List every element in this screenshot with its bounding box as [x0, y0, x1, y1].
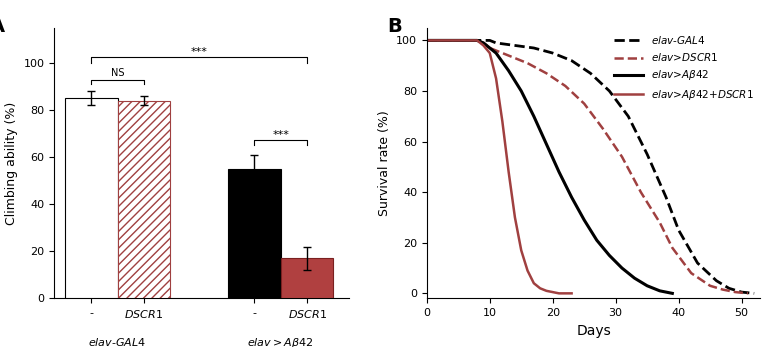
$\it{elav}$>$\it{A\beta42}$+$\it{DSCR1}$ [511, 215, 520, 220]
$\it{elav}$>$\it{A\beta42}$ [473, 38, 482, 42]
$\it{elav}$-$\it{GAL4}$ [605, 89, 614, 93]
$\it{elav}$-$\it{GAL4}$ [712, 279, 721, 283]
$\it{elav}$>$\it{A\beta42}$ [485, 46, 494, 50]
$\it{elav}$>$\it{DSCR1}$ [655, 220, 664, 225]
$\it{elav}$-$\it{GAL4}$ [586, 71, 595, 75]
Text: A: A [0, 17, 5, 36]
Y-axis label: Survival rate (%): Survival rate (%) [377, 110, 390, 216]
Text: B: B [386, 17, 401, 36]
$\it{elav}$>$\it{A\beta42}$ [618, 266, 627, 270]
$\it{elav}$>$\it{A\beta42}$+$\it{DSCR1}$ [535, 286, 545, 290]
Y-axis label: Climbing ability (%): Climbing ability (%) [5, 101, 18, 225]
$\it{elav}$>$\it{A\beta42}$ [491, 51, 501, 55]
$\it{elav}$>$\it{DSCR1}$ [580, 102, 589, 106]
$\it{elav}$>$\it{A\beta42}$+$\it{DSCR1}$ [504, 170, 513, 174]
$\it{elav}$>$\it{DSCR1}$ [705, 284, 715, 288]
$\it{elav}$-$\it{GAL4}$ [473, 38, 482, 42]
$\it{elav}$-$\it{GAL4}$ [674, 228, 684, 232]
$\it{elav}$>$\it{A\beta42}$+$\it{DSCR1}$ [479, 43, 488, 48]
$\it{elav}$-$\it{GAL4}$ [624, 114, 633, 118]
$\it{elav}$>$\it{A\beta42}$+$\it{DSCR1}$ [517, 248, 526, 252]
$\it{elav}$-$\it{GAL4}$ [693, 261, 702, 265]
$\it{elav}$>$\it{A\beta42}$ [667, 291, 677, 295]
Text: $\mathit{elav}$$>$$\mathit{A\beta42}$: $\mathit{elav}$$>$$\mathit{A\beta42}$ [248, 336, 314, 347]
$\it{elav}$-$\it{GAL4}$ [737, 290, 747, 294]
$\it{elav}$>$\it{A\beta42}$ [655, 289, 664, 293]
$\it{elav}$-$\it{GAL4}$ [485, 38, 494, 42]
$\it{elav}$>$\it{DSCR1}$ [473, 38, 482, 42]
$\it{elav}$>$\it{A\beta42}$ [529, 114, 539, 118]
Legend: $\it{elav}$-$\it{GAL4}$, $\it{elav}$>$\it{DSCR1}$, $\it{elav}$>$\it{A\beta42}$, : $\it{elav}$-$\it{GAL4}$, $\it{elav}$>$\i… [610, 30, 758, 106]
$\it{elav}$>$\it{A\beta42}$+$\it{DSCR1}$ [560, 291, 570, 295]
$\it{elav}$>$\it{DSCR1}$ [667, 246, 677, 250]
$\it{elav}$-$\it{GAL4}$ [643, 152, 652, 156]
$\it{elav}$>$\it{A\beta42}$ [479, 41, 488, 45]
$\it{elav}$>$\it{DSCR1}$ [523, 61, 532, 65]
$\it{elav}$>$\it{A\beta42}$+$\it{DSCR1}$ [529, 281, 539, 285]
$\it{elav}$>$\it{A\beta42}$+$\it{DSCR1}$ [485, 51, 494, 55]
$\it{elav}$>$\it{A\beta42}$ [580, 218, 589, 222]
$\it{elav}$>$\it{DSCR1}$ [542, 71, 551, 75]
Line: $\it{elav}$-$\it{GAL4}$: $\it{elav}$-$\it{GAL4}$ [427, 40, 754, 293]
$\it{elav}$>$\it{A\beta42}$+$\it{DSCR1}$ [523, 269, 532, 273]
$\it{elav}$>$\it{A\beta42}$ [630, 276, 639, 280]
Bar [65, 98, 117, 298]
$\it{elav}$>$\it{DSCR1}$ [743, 291, 753, 295]
$\it{elav}$>$\it{A\beta42}$+$\it{DSCR1}$ [542, 289, 551, 293]
$\it{elav}$-$\it{GAL4}$ [661, 195, 670, 199]
$\it{elav}$>$\it{A\beta42}$ [504, 69, 513, 73]
Bar [117, 101, 170, 298]
$\it{elav}$>$\it{DSCR1}$ [598, 127, 608, 131]
Line: $\it{elav}$>$\it{A\beta42}$+$\it{DSCR1}$: $\it{elav}$>$\it{A\beta42}$+$\it{DSCR1}$ [427, 40, 572, 293]
$\it{elav}$>$\it{DSCR1}$ [718, 287, 727, 291]
$\it{elav}$>$\it{A\beta42}$+$\it{DSCR1}$ [422, 38, 431, 42]
$\it{elav}$-$\it{GAL4}$ [422, 38, 431, 42]
$\it{elav}$>$\it{A\beta42}$ [661, 290, 670, 294]
$\it{elav}$-$\it{GAL4}$ [724, 286, 733, 290]
$\it{elav}$-$\it{GAL4}$ [491, 41, 501, 45]
$\it{elav}$>$\it{A\beta42}$+$\it{DSCR1}$ [548, 290, 557, 294]
$\it{elav}$>$\it{DSCR1}$ [479, 41, 488, 45]
$\it{elav}$>$\it{A\beta42}$+$\it{DSCR1}$ [491, 76, 501, 81]
Text: ***: *** [272, 129, 289, 139]
$\it{elav}$>$\it{DSCR1}$ [618, 155, 627, 159]
$\it{elav}$>$\it{A\beta42}$+$\it{DSCR1}$ [497, 119, 507, 124]
$\it{elav}$>$\it{A\beta42}$+$\it{DSCR1}$ [554, 291, 563, 295]
Line: $\it{elav}$>$\it{DSCR1}$: $\it{elav}$>$\it{DSCR1}$ [427, 40, 748, 293]
Text: ***: *** [191, 47, 207, 57]
$\it{elav}$-$\it{GAL4}$ [567, 59, 577, 63]
$\it{elav}$>$\it{A\beta42}$+$\it{DSCR1}$ [567, 291, 577, 295]
$\it{elav}$>$\it{DSCR1}$ [731, 290, 740, 294]
$\it{elav}$-$\it{GAL4}$ [750, 291, 759, 295]
$\it{elav}$>$\it{A\beta42}$ [605, 253, 614, 257]
$\it{elav}$>$\it{DSCR1}$ [422, 38, 431, 42]
$\it{elav}$>$\it{A\beta42}$+$\it{DSCR1}$ [473, 38, 482, 42]
$\it{elav}$>$\it{A\beta42}$ [517, 89, 526, 93]
Bar [281, 259, 334, 298]
$\it{elav}$>$\it{A\beta42}$ [554, 170, 563, 174]
Line: $\it{elav}$>$\it{A\beta42}$: $\it{elav}$>$\it{A\beta42}$ [427, 40, 672, 293]
$\it{elav}$>$\it{A\beta42}$ [422, 38, 431, 42]
$\it{elav}$>$\it{DSCR1}$ [636, 190, 646, 194]
$\it{elav}$-$\it{GAL4}$ [511, 43, 520, 48]
Bar [228, 169, 281, 298]
$\it{elav}$>$\it{DSCR1}$ [560, 84, 570, 88]
Text: $\mathit{elav}$-$\mathit{GAL4}$: $\mathit{elav}$-$\mathit{GAL4}$ [88, 336, 147, 347]
$\it{elav}$>$\it{DSCR1}$ [687, 271, 696, 275]
X-axis label: Days: Days [577, 324, 611, 338]
$\it{elav}$>$\it{A\beta42}$ [567, 195, 577, 199]
$\it{elav}$>$\it{A\beta42}$ [643, 284, 652, 288]
$\it{elav}$>$\it{A\beta42}$ [542, 142, 551, 146]
$\it{elav}$>$\it{A\beta42}$ [592, 238, 601, 242]
$\it{elav}$-$\it{GAL4}$ [548, 51, 557, 55]
$\it{elav}$>$\it{DSCR1}$ [504, 53, 513, 58]
$\it{elav}$-$\it{GAL4}$ [479, 38, 488, 42]
$\it{elav}$>$\it{DSCR1}$ [491, 49, 501, 53]
$\it{elav}$-$\it{GAL4}$ [529, 46, 539, 50]
$\it{elav}$>$\it{DSCR1}$ [485, 46, 494, 50]
Text: NS: NS [111, 68, 124, 78]
